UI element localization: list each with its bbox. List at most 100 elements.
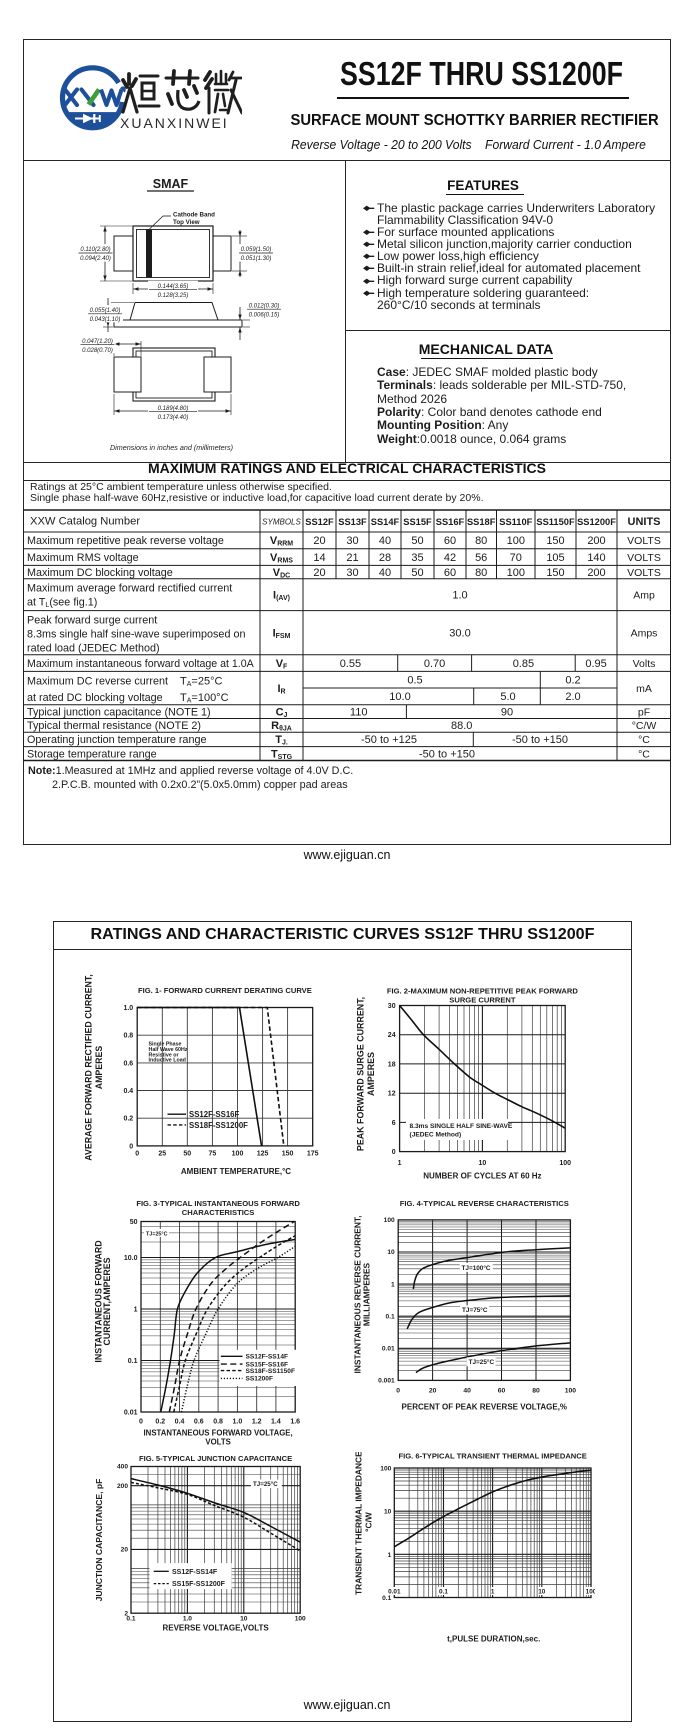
svg-text:SS15F-SS1200F: SS15F-SS1200F — [172, 1581, 226, 1588]
svg-text:75: 75 — [209, 1150, 217, 1157]
svg-text:0.2: 0.2 — [123, 1116, 133, 1123]
svg-text:°C: °C — [638, 748, 650, 760]
svg-text:150: 150 — [546, 567, 564, 579]
svg-text:-50 to +125: -50 to +125 — [361, 734, 417, 746]
svg-text:20: 20 — [313, 567, 325, 579]
svg-text:10: 10 — [479, 1160, 487, 1167]
svg-text:CJ: CJ — [276, 706, 288, 719]
svg-text:0.059(1.50): 0.059(1.50) — [241, 247, 272, 253]
svg-text:Storage temperature range: Storage temperature range — [27, 748, 157, 760]
svg-text:SMAF: SMAF — [153, 177, 189, 191]
svg-text:UNITS: UNITS — [628, 516, 661, 528]
svg-text:TJ=75°C: TJ=75°C — [462, 1306, 488, 1314]
svg-text:Amp: Amp — [633, 590, 655, 602]
svg-text:100: 100 — [380, 1466, 391, 1473]
svg-text:60: 60 — [498, 1387, 506, 1394]
svg-text:100: 100 — [586, 1589, 595, 1596]
svg-text:SS1200F: SS1200F — [246, 1376, 274, 1383]
svg-text:0.094(2.40): 0.094(2.40) — [80, 256, 111, 262]
svg-text:40: 40 — [379, 535, 391, 547]
svg-text:AMPERES: AMPERES — [94, 1046, 104, 1090]
svg-text:0.85: 0.85 — [513, 658, 534, 670]
svg-text:2: 2 — [124, 1610, 128, 1617]
svg-text:SS1200F: SS1200F — [577, 517, 616, 527]
svg-text:0.55: 0.55 — [340, 658, 361, 670]
svg-text:10: 10 — [384, 1509, 392, 1516]
svg-text:TJ=100°C: TJ=100°C — [462, 1264, 491, 1272]
svg-text:1.2: 1.2 — [252, 1419, 262, 1426]
svg-text:200: 200 — [587, 535, 605, 547]
svg-text:0.4: 0.4 — [123, 1088, 133, 1095]
svg-text:INSTANTANEOUS FORWARD VOLTAGE,: INSTANTANEOUS FORWARD VOLTAGE, — [144, 1429, 293, 1438]
svg-text:10: 10 — [240, 1616, 248, 1623]
svg-text:100: 100 — [559, 1160, 571, 1167]
svg-text:20: 20 — [121, 1547, 129, 1554]
svg-text:Top View: Top View — [173, 219, 200, 226]
svg-text:I(AV): I(AV) — [273, 590, 290, 603]
svg-text:150: 150 — [282, 1150, 294, 1157]
svg-text:0.1: 0.1 — [126, 1616, 135, 1623]
svg-text:SYMBOLS: SYMBOLS — [262, 517, 301, 526]
svg-text:TJ=25°C: TJ=25°C — [469, 1358, 495, 1366]
svg-text:100: 100 — [295, 1616, 306, 1623]
svg-text:FIG. 1- FORWARD CURRENT DERATI: FIG. 1- FORWARD CURRENT DERATING CURVE — [138, 986, 312, 995]
svg-text:100: 100 — [565, 1387, 577, 1394]
svg-text:0.95: 0.95 — [585, 658, 606, 670]
svg-text:VRRM: VRRM — [270, 535, 293, 548]
svg-text:0.6: 0.6 — [123, 1060, 133, 1067]
svg-text:1.0: 1.0 — [452, 590, 467, 602]
svg-text:0.1: 0.1 — [128, 1358, 138, 1365]
svg-text:°C: °C — [638, 734, 650, 746]
svg-text:XXW Catalog Number: XXW Catalog Number — [30, 516, 140, 528]
svg-text:NUMBER OF CYCLES AT 60 Hz: NUMBER OF CYCLES AT 60 Hz — [423, 1172, 541, 1181]
svg-text:SS14F: SS14F — [371, 517, 400, 527]
svg-text:FIG. 4-TYPICAL REVERSE CHARACT: FIG. 4-TYPICAL REVERSE CHARACTERISTICS — [400, 1199, 569, 1208]
svg-text:2.0: 2.0 — [565, 691, 580, 703]
svg-text:Inductive Load: Inductive Load — [149, 1058, 186, 1064]
svg-text:Dimensions in inches and (mill: Dimensions in inches and (millimeters) — [110, 443, 233, 452]
svg-text:Maximum instantaneous forward: Maximum instantaneous forward voltage at… — [27, 658, 255, 670]
svg-text:FIG. 5-TYPICAL JUNCTION CAPACI: FIG. 5-TYPICAL JUNCTION CAPACITANCE — [139, 1454, 292, 1463]
svg-text:TJ=25°C: TJ=25°C — [146, 1232, 168, 1238]
svg-text:10.0: 10.0 — [389, 691, 410, 703]
svg-text:TJ=25°C: TJ=25°C — [253, 1481, 278, 1488]
svg-text:Cathode Band: Cathode Band — [173, 212, 215, 219]
svg-text:0.012(0.30): 0.012(0.30) — [249, 303, 280, 309]
svg-text:1: 1 — [398, 1160, 402, 1167]
svg-text:30: 30 — [346, 567, 358, 579]
svg-text:30: 30 — [346, 535, 358, 547]
svg-text:20: 20 — [313, 535, 325, 547]
svg-text:0.5: 0.5 — [407, 674, 422, 686]
svg-text:SS18F-SS1150F: SS18F-SS1150F — [246, 1368, 295, 1375]
svg-text:FIG. 2-MAXIMUM NON-REPETITIVE: FIG. 2-MAXIMUM NON-REPETITIVE PEAK FORWA… — [387, 987, 578, 996]
svg-text:42: 42 — [444, 552, 456, 564]
svg-text:AMPERES: AMPERES — [366, 1052, 376, 1096]
svg-text:50: 50 — [183, 1150, 191, 1157]
svg-text:SS12F-SS14F: SS12F-SS14F — [172, 1569, 218, 1576]
svg-text:0.047(1.20): 0.047(1.20) — [82, 339, 113, 345]
svg-text:1: 1 — [134, 1306, 138, 1313]
svg-text:Maximum DC reverse current: Maximum DC reverse current — [27, 676, 168, 688]
svg-text:-50 to +150: -50 to +150 — [512, 734, 568, 746]
svg-text:0.144(3.65): 0.144(3.65) — [158, 284, 189, 290]
svg-text:Typical junction capacitance (: Typical junction capacitance (NOTE 1) — [27, 706, 211, 718]
svg-text:0.001: 0.001 — [378, 1378, 395, 1385]
svg-text:5.0: 5.0 — [500, 691, 515, 703]
svg-text:Peak forward surge current: Peak forward surge current — [27, 615, 157, 627]
svg-text:Half Wave 60Hz: Half Wave 60Hz — [149, 1047, 188, 1053]
svg-text:1.0: 1.0 — [123, 1005, 133, 1012]
svg-text:125: 125 — [257, 1150, 269, 1157]
svg-text:100: 100 — [507, 535, 525, 547]
svg-text:INSTANTANEOUS FORWARD: INSTANTANEOUS FORWARD — [95, 1240, 104, 1362]
svg-text:0.055(1.40): 0.055(1.40) — [90, 308, 121, 314]
svg-text:SS12F-SS14F: SS12F-SS14F — [246, 1354, 289, 1361]
svg-text:SS15F-SS16F: SS15F-SS16F — [246, 1361, 289, 1368]
svg-text:-50 to +150: -50 to +150 — [419, 748, 475, 760]
svg-text:Amps: Amps — [631, 628, 658, 640]
svg-text:0.70: 0.70 — [424, 658, 445, 670]
svg-text:REVERSE VOLTAGE,VOLTS: REVERSE VOLTAGE,VOLTS — [162, 1624, 269, 1633]
svg-text:VF: VF — [276, 658, 288, 671]
svg-text:110: 110 — [350, 706, 368, 718]
svg-text:150: 150 — [546, 535, 564, 547]
svg-text:Maximum RMS voltage: Maximum RMS voltage — [27, 552, 139, 564]
